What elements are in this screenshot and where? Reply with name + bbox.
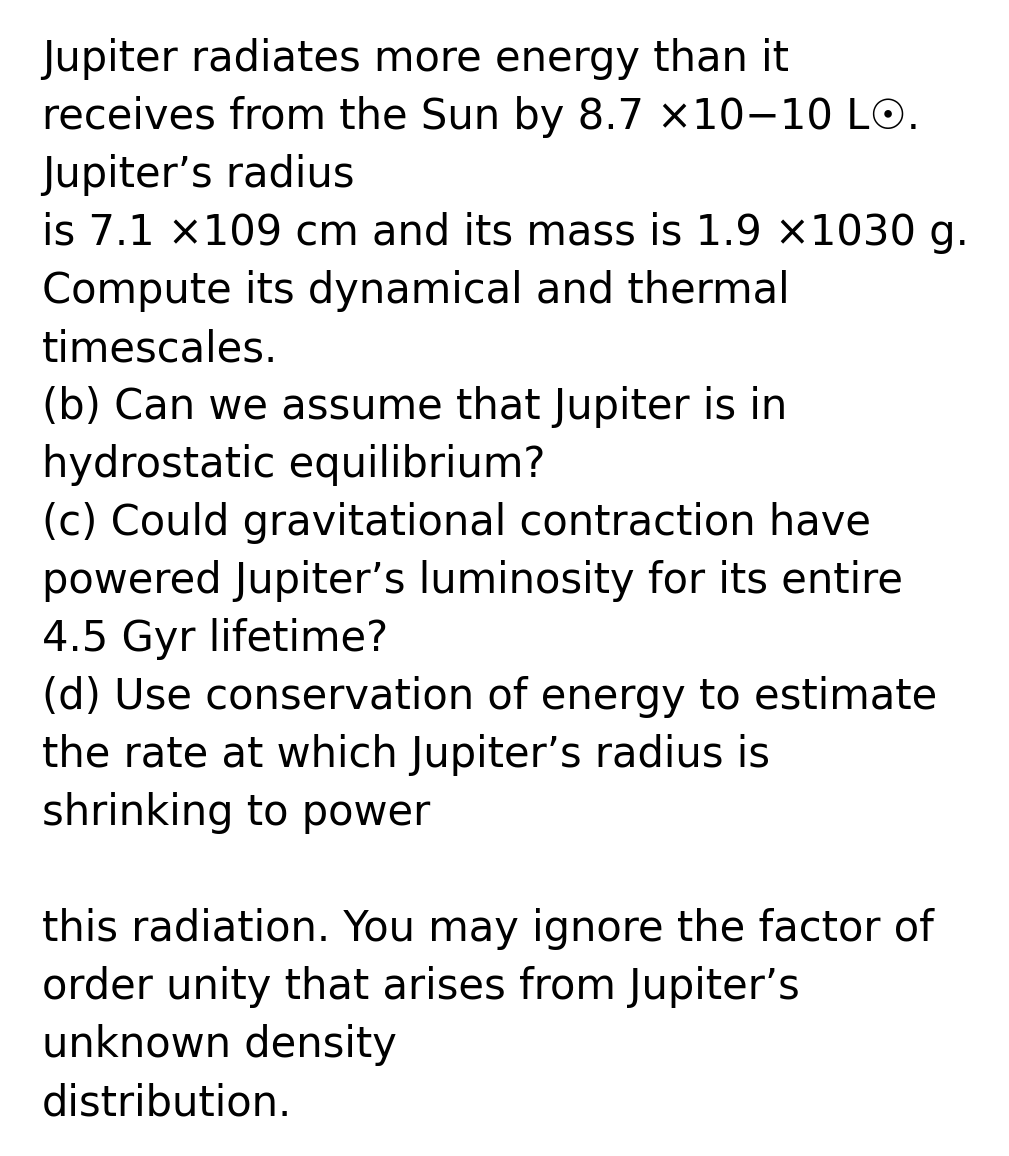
Text: powered Jupiter’s luminosity for its entire: powered Jupiter’s luminosity for its ent…	[42, 560, 903, 602]
Text: distribution.: distribution.	[42, 1082, 293, 1124]
Text: Compute its dynamical and thermal: Compute its dynamical and thermal	[42, 271, 790, 312]
Text: shrinking to power: shrinking to power	[42, 792, 430, 833]
Text: this radiation. You may ignore the factor of: this radiation. You may ignore the facto…	[42, 907, 934, 950]
Text: the rate at which Jupiter’s radius is: the rate at which Jupiter’s radius is	[42, 734, 770, 776]
Text: 4.5 Gyr lifetime?: 4.5 Gyr lifetime?	[42, 618, 388, 660]
Text: receives from the Sun by 8.7 ×10−10 L☉.: receives from the Sun by 8.7 ×10−10 L☉.	[42, 96, 920, 138]
Text: (c) Could gravitational contraction have: (c) Could gravitational contraction have	[42, 502, 871, 544]
Text: is 7.1 ×109 cm and its mass is 1.9 ×1030 g.: is 7.1 ×109 cm and its mass is 1.9 ×1030…	[42, 212, 969, 254]
Text: (b) Can we assume that Jupiter is in: (b) Can we assume that Jupiter is in	[42, 386, 787, 428]
Text: hydrostatic equilibrium?: hydrostatic equilibrium?	[42, 444, 546, 486]
Text: unknown density: unknown density	[42, 1024, 397, 1066]
Text: (d) Use conservation of energy to estimate: (d) Use conservation of energy to estima…	[42, 676, 937, 718]
Text: order unity that arises from Jupiter’s: order unity that arises from Jupiter’s	[42, 966, 800, 1008]
Text: Jupiter radiates more energy than it: Jupiter radiates more energy than it	[42, 38, 789, 80]
Text: timescales.: timescales.	[42, 328, 278, 370]
Text: Jupiter’s radius: Jupiter’s radius	[42, 154, 354, 197]
